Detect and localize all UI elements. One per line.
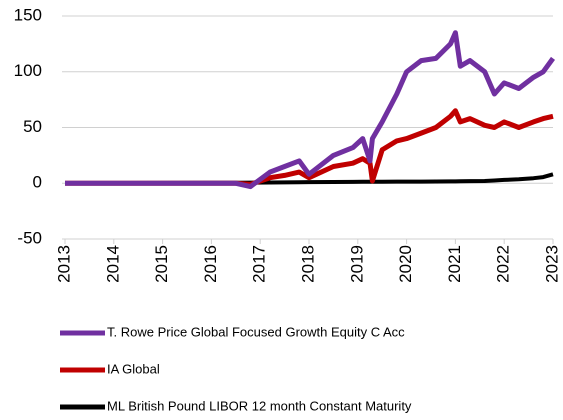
x-tick-label: 2018: [298, 245, 317, 283]
y-tick-label: 100: [14, 61, 42, 80]
x-tick-label: 2016: [201, 245, 220, 283]
x-tick-label: 2013: [54, 245, 73, 283]
x-tick-label: 2020: [396, 245, 415, 283]
x-tick-label: 2017: [250, 245, 269, 283]
legend-label: T. Rowe Price Global Focused Growth Equi…: [107, 324, 405, 339]
y-tick-label: 150: [14, 5, 42, 24]
x-tick-label: 2022: [494, 245, 513, 283]
x-tick-label: 2023: [542, 245, 561, 283]
y-tick-label: 0: [33, 173, 42, 192]
legend-label: ML British Pound LIBOR 12 month Constant…: [107, 398, 412, 413]
x-tick-label: 2015: [152, 245, 171, 283]
y-tick-label: 50: [23, 117, 42, 136]
x-tick-label: 2019: [347, 245, 366, 283]
series-line: [64, 172, 554, 186]
legend-label: IA Global: [107, 361, 160, 376]
y-tick-label: -50: [17, 228, 42, 247]
series-line: [65, 108, 554, 187]
series-line: [65, 30, 556, 190]
x-tick-label: 2014: [103, 245, 122, 283]
x-tick-label: 2021: [445, 245, 464, 283]
